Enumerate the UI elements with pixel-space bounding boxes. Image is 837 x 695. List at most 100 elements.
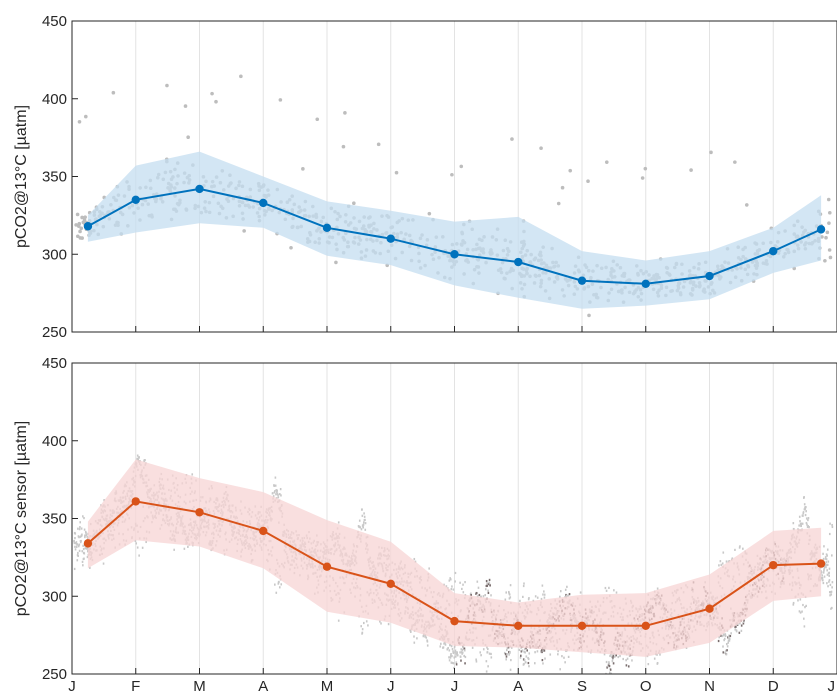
sensor-point: [138, 456, 140, 459]
sensor-point: [656, 661, 659, 665]
sensor-point: [455, 653, 457, 656]
sensor-point: [360, 528, 363, 531]
sensor-point: [739, 622, 741, 625]
sensor-point: [611, 660, 614, 663]
sensor-point: [510, 658, 512, 662]
sensor-point: [607, 675, 609, 677]
mean-point: [83, 222, 93, 231]
sensor-point: [561, 655, 563, 658]
sensor-point: [448, 649, 451, 652]
sensor-point: [85, 531, 87, 535]
sensor-point: [73, 541, 76, 545]
mean-point: [195, 508, 204, 517]
sensor-point: [727, 639, 730, 642]
sensor-point: [413, 557, 416, 561]
sensor-point: [726, 649, 728, 652]
sensor-point: [829, 594, 831, 597]
sensor-point: [720, 563, 723, 566]
sensor-point: [824, 557, 827, 560]
sensor-point: [280, 583, 283, 586]
x-tick-label: F: [131, 678, 140, 695]
sensor-point: [487, 647, 489, 651]
sensor-point: [277, 493, 279, 497]
sensor-point: [78, 528, 81, 531]
sensor-point: [486, 584, 489, 587]
sensor-point: [805, 521, 808, 525]
sensor-point: [453, 656, 456, 659]
sensor-point: [822, 581, 825, 585]
y-tick-label: 450: [42, 355, 67, 372]
sensor-point: [829, 583, 832, 586]
sensor-point: [144, 459, 146, 462]
sensor-point: [565, 594, 568, 598]
sensor-point: [742, 622, 745, 625]
mean-point: [641, 279, 650, 288]
sensor-point: [79, 535, 82, 538]
sensor-point: [450, 645, 453, 648]
sensor-point: [724, 633, 727, 636]
sensor-point: [526, 649, 529, 652]
sensor-point: [536, 596, 539, 599]
sensor-point: [823, 567, 826, 570]
sensor-point: [734, 628, 737, 631]
sensor-point: [523, 582, 525, 585]
sensor-point: [446, 648, 449, 651]
sensor-point: [424, 635, 426, 638]
sensor-point: [503, 651, 506, 655]
mean-point: [259, 198, 268, 208]
sensor-point: [81, 550, 84, 553]
sensor-point: [508, 590, 510, 594]
sensor-point: [362, 523, 365, 526]
sensor-point: [742, 620, 745, 623]
sensor-point: [484, 588, 487, 591]
sensor-point: [611, 655, 613, 659]
sensor-point: [828, 591, 831, 594]
sensor-point: [489, 584, 491, 587]
sensor-point: [453, 646, 456, 649]
sensor-point: [825, 553, 828, 556]
sensor-point: [83, 528, 86, 531]
x-tick-label: J: [387, 678, 395, 695]
mean-point: [577, 621, 587, 630]
observation-point: [826, 197, 831, 202]
sensor-point: [428, 567, 430, 570]
mean-point: [705, 604, 714, 613]
sensor-point: [134, 539, 137, 542]
uncertainty-band: [87, 151, 822, 309]
sensor-point: [523, 658, 526, 662]
sensor-point: [477, 586, 480, 589]
sensor-point: [549, 653, 552, 656]
observation-point: [828, 255, 833, 260]
sensor-point: [647, 662, 650, 666]
sensor-point: [521, 649, 524, 652]
sensor-point: [533, 662, 536, 665]
sensor-point: [509, 668, 512, 671]
sensor-point: [831, 586, 833, 589]
sensor-point: [77, 545, 80, 548]
observation-point: [744, 203, 749, 207]
sensor-point: [724, 634, 727, 638]
y-tick-label: 250: [42, 666, 67, 683]
sensor-point: [361, 514, 364, 517]
mean-point: [816, 225, 826, 234]
sensor-point: [478, 593, 481, 597]
sensor-point: [361, 628, 364, 631]
sensor-point: [463, 647, 466, 650]
observation-point: [450, 172, 454, 177]
observation-point: [604, 160, 609, 164]
sensor-point: [485, 670, 488, 673]
sensor-point: [544, 657, 546, 660]
x-tick-label: O: [640, 678, 652, 695]
observation-point: [539, 146, 543, 151]
sensor-point: [804, 507, 807, 510]
sensor-point: [274, 476, 277, 479]
sensor-point: [728, 637, 731, 641]
sensor-point: [482, 648, 485, 651]
sensor-point: [831, 525, 834, 529]
sensor-point: [490, 594, 492, 597]
sensor-point: [802, 512, 805, 515]
sensor-point: [803, 503, 806, 506]
sensor-point: [606, 681, 608, 683]
sensor-point: [74, 537, 76, 540]
sensor-point: [74, 548, 77, 551]
